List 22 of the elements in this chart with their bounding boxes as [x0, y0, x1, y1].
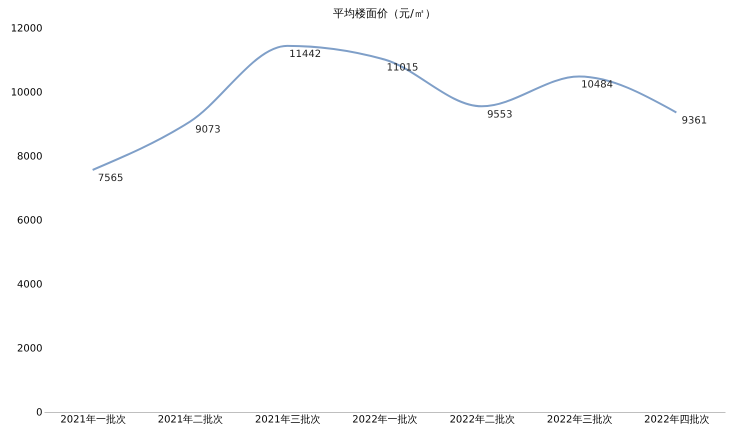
data-label: 9361: [682, 115, 708, 126]
data-label: 9073: [195, 124, 221, 136]
y-tick-label: 4000: [17, 280, 42, 290]
data-label: 10484: [581, 80, 613, 91]
line-series: [92, 44, 678, 171]
x-tick-label: 2022年三批次: [546, 414, 612, 426]
x-tick-label: 2022年二批次: [450, 414, 516, 426]
data-label: 9553: [487, 109, 513, 120]
y-tick-label: 8000: [17, 152, 42, 162]
x-tick-label: 2022年四批次: [644, 414, 710, 426]
x-tick-label: 2021年二批次: [158, 414, 224, 426]
y-tick-label: 0: [36, 408, 42, 418]
chart-title: 平均楼面价（元/㎡）: [333, 7, 436, 20]
x-tick-label: 2021年三批次: [254, 414, 320, 426]
data-label: 11442: [289, 48, 322, 60]
y-tick-label: 6000: [17, 216, 42, 226]
x-tick-label: 2022年一批次: [352, 414, 418, 426]
y-tick-label: 12000: [10, 24, 42, 34]
x-tick-label: 2021年一批次: [60, 414, 126, 426]
data-label: 7565: [98, 172, 124, 184]
y-tick-label: 2000: [17, 344, 42, 354]
y-tick-label: 10000: [10, 88, 42, 98]
